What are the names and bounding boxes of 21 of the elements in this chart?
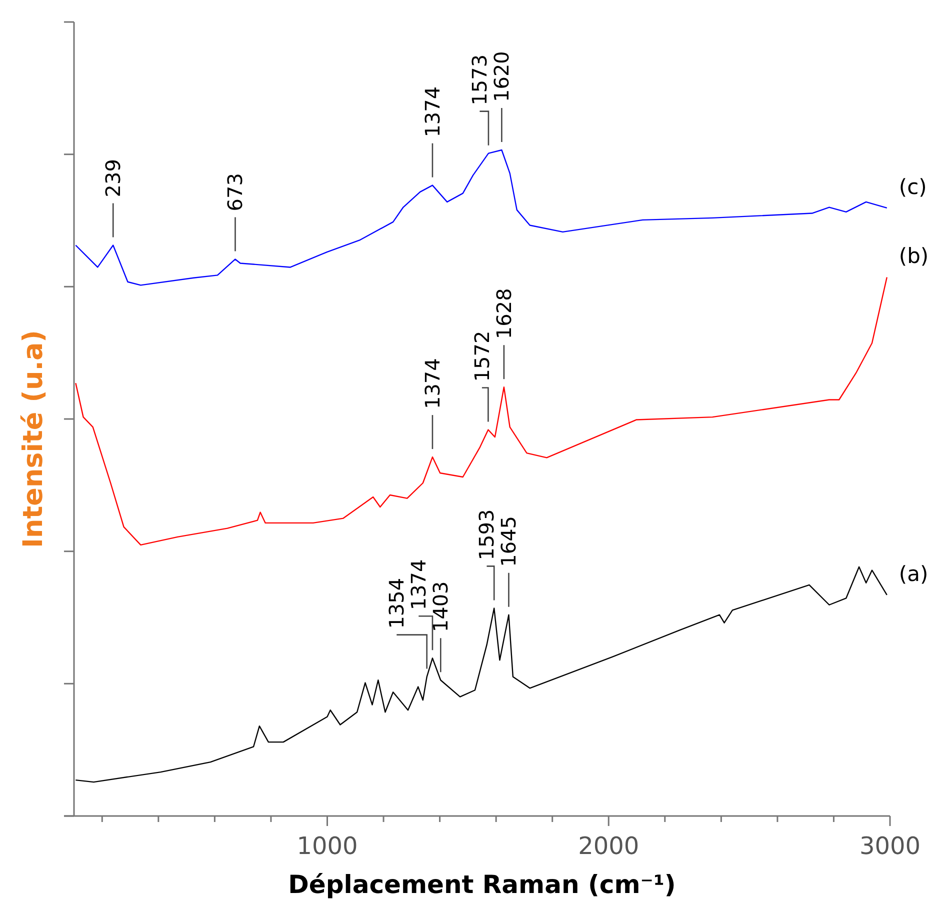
series-label: (c) bbox=[898, 174, 927, 199]
annotation: 1572 bbox=[470, 330, 494, 382]
annotation: 1354 bbox=[384, 578, 409, 629]
annotation: 1645 bbox=[496, 516, 521, 567]
y-axis-title: Intensité (u.a) bbox=[18, 330, 49, 548]
annotation: 239 bbox=[101, 159, 126, 198]
x-axis-title: Déplacement Raman (cm⁻¹) bbox=[288, 870, 676, 899]
annotation: 1374 bbox=[420, 86, 444, 138]
x-tick-label: 3000 bbox=[859, 832, 921, 860]
annotation: 673 bbox=[223, 173, 248, 212]
annotation: 1573 bbox=[468, 54, 492, 106]
annotation: 1628 bbox=[492, 288, 516, 340]
annotation: 1403 bbox=[428, 581, 453, 632]
x-tick-label: 1000 bbox=[296, 832, 358, 860]
series-label: (b) bbox=[898, 244, 929, 268]
series-label: (a) bbox=[898, 562, 928, 586]
annotation: 1620 bbox=[490, 51, 514, 102]
annotation: 1374 bbox=[406, 559, 431, 610]
annotation: 1593 bbox=[474, 509, 499, 560]
x-tick-label: 2000 bbox=[578, 832, 640, 860]
annotation: 1374 bbox=[420, 358, 444, 410]
